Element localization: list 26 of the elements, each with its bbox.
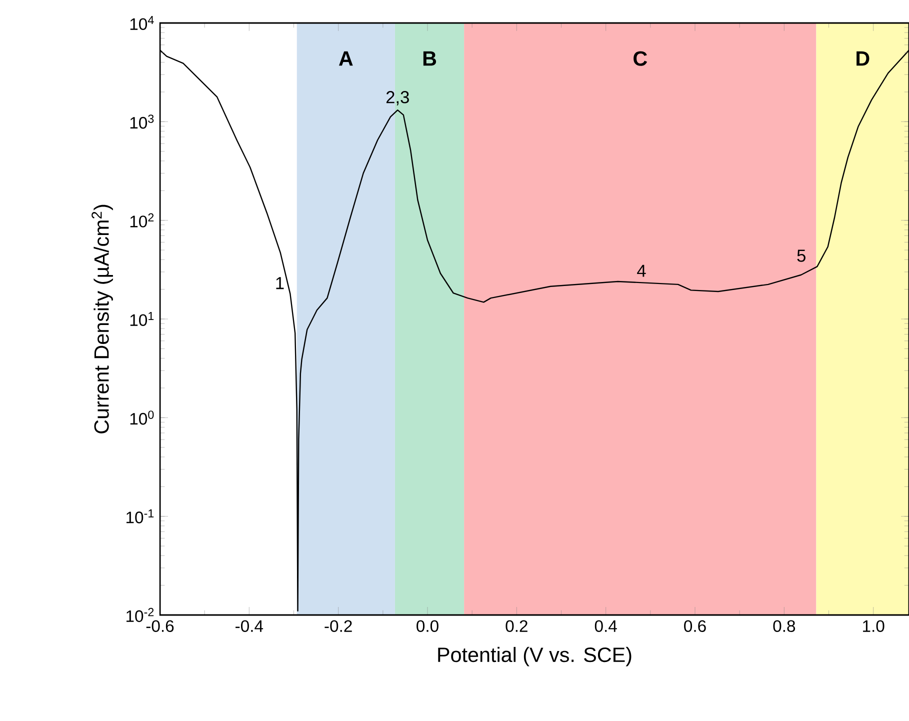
x-tick-label: 0.4 [594, 620, 617, 632]
x-tick-label: -0.2 [324, 620, 352, 632]
y-tick-label: 10$^{1}$ [130, 312, 154, 326]
annotation: 5 [797, 250, 806, 262]
band-label: C [634, 51, 648, 66]
x-tick-label: -0.4 [236, 620, 264, 632]
x-tick-label: 1.0 [863, 620, 884, 632]
y-tick-label: 10$^{4}$ [130, 16, 154, 30]
y-tick-label: 10$^{-1}$ [126, 509, 154, 524]
y-tick-label: 10$^{-2}$ [126, 608, 154, 622]
annotation: 2,3 [386, 91, 409, 106]
band-label: D [856, 51, 870, 66]
annotation: 4 [637, 264, 646, 277]
x-tick-label: 0.8 [773, 620, 796, 632]
y-tick-label: 10$^{2}$ [130, 213, 154, 228]
y-tick-label: 10$^{0}$ [130, 410, 154, 425]
annotation: 1 [276, 277, 284, 290]
x-tick-label: -0.6 [146, 620, 174, 632]
x-axis-title: Potential (V vs. SCE) [438, 646, 632, 666]
y-tick-label: 10$^{3}$ [130, 114, 154, 129]
x-tick-label: 0.6 [684, 620, 706, 632]
x-tick-label: 0.0 [416, 620, 438, 632]
band-label: A [338, 51, 353, 66]
y-axis-title: Current Density (µA/cm$^{2}$) [92, 204, 113, 434]
band-label: B [423, 51, 436, 66]
x-tick-label: 0.2 [506, 620, 528, 632]
